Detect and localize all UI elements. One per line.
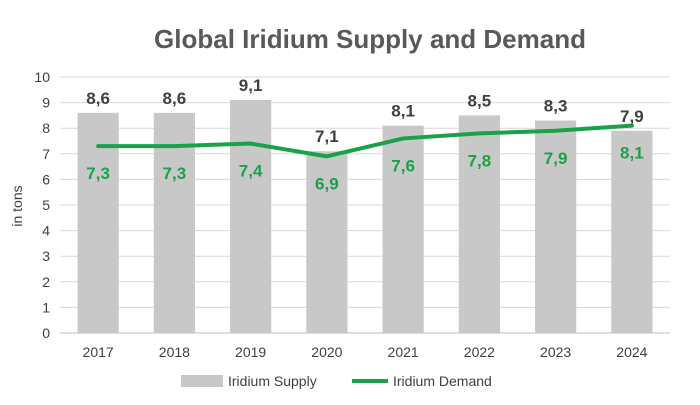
supply-data-label: 8,1 — [391, 102, 415, 121]
x-tick-label: 2017 — [83, 344, 114, 360]
supply-bar — [382, 125, 424, 333]
y-tick-label: 10 — [34, 69, 50, 85]
x-tick-label: 2020 — [311, 344, 342, 360]
supply-data-label: 8,6 — [86, 89, 110, 108]
chart-title: Global Iridium Supply and Demand — [154, 24, 586, 54]
y-tick-label: 7 — [42, 146, 50, 162]
demand-data-label: 7,8 — [468, 151, 492, 170]
y-tick-label: 4 — [42, 223, 50, 239]
y-tick-label: 1 — [42, 299, 50, 315]
supply-data-label: 7,9 — [620, 107, 644, 126]
supply-data-label: 8,6 — [163, 89, 187, 108]
supply-bars — [77, 100, 653, 334]
y-tick-label: 2 — [42, 274, 50, 290]
x-tick-label: 2022 — [464, 344, 495, 360]
supply-bar — [535, 120, 577, 334]
x-axis-ticks: 2017 2018 2019 2020 2021 2022 2023 2024 — [83, 344, 648, 360]
supply-bar — [77, 112, 119, 333]
supply-data-label: 9,1 — [239, 76, 263, 95]
y-tick-label: 6 — [42, 171, 50, 187]
x-tick-label: 2023 — [540, 344, 571, 360]
x-tick-label: 2019 — [235, 344, 266, 360]
legend-label-demand: Iridium Demand — [393, 373, 492, 389]
demand-data-label: 7,3 — [86, 164, 110, 183]
demand-data-label: 7,3 — [163, 164, 187, 183]
demand-data-label: 8,1 — [620, 144, 644, 163]
x-tick-label: 2024 — [616, 344, 647, 360]
supply-data-label: 8,5 — [468, 91, 492, 110]
legend: Iridium Supply Iridium Demand — [181, 373, 492, 389]
supply-data-label: 8,3 — [544, 97, 568, 116]
y-axis-ticks: 0 1 2 3 4 5 6 7 8 9 10 — [34, 69, 50, 341]
y-tick-label: 9 — [42, 95, 50, 111]
supply-bar — [306, 151, 348, 333]
demand-line — [96, 123, 634, 159]
y-tick-label: 8 — [42, 120, 50, 136]
supply-bar — [611, 130, 653, 333]
demand-data-label: 7,6 — [391, 156, 415, 175]
legend-label-supply: Iridium Supply — [228, 373, 317, 389]
y-tick-label: 3 — [42, 248, 50, 264]
gridlines — [60, 76, 670, 334]
demand-data-label: 7,4 — [239, 162, 263, 181]
demand-data-label: 7,9 — [544, 149, 568, 168]
legend-swatch-supply — [181, 375, 223, 387]
demand-data-label: 6,9 — [315, 174, 339, 193]
supply-data-label: 7,1 — [315, 127, 339, 146]
x-tick-label: 2018 — [159, 344, 190, 360]
demand-line-series — [96, 123, 634, 159]
y-tick-label: 5 — [42, 197, 50, 213]
supply-bar — [153, 112, 195, 333]
x-tick-label: 2021 — [388, 344, 419, 360]
supply-bar — [230, 100, 272, 333]
data-labels: 8,6 8,6 9,1 7,1 8,1 8,5 8,3 7,9 7,3 7,3 7,4 6,9 7,6 7… — [86, 76, 643, 193]
supply-bar — [458, 115, 500, 334]
y-tick-label: 0 — [42, 325, 50, 341]
y-axis-label: in tons — [9, 185, 25, 226]
